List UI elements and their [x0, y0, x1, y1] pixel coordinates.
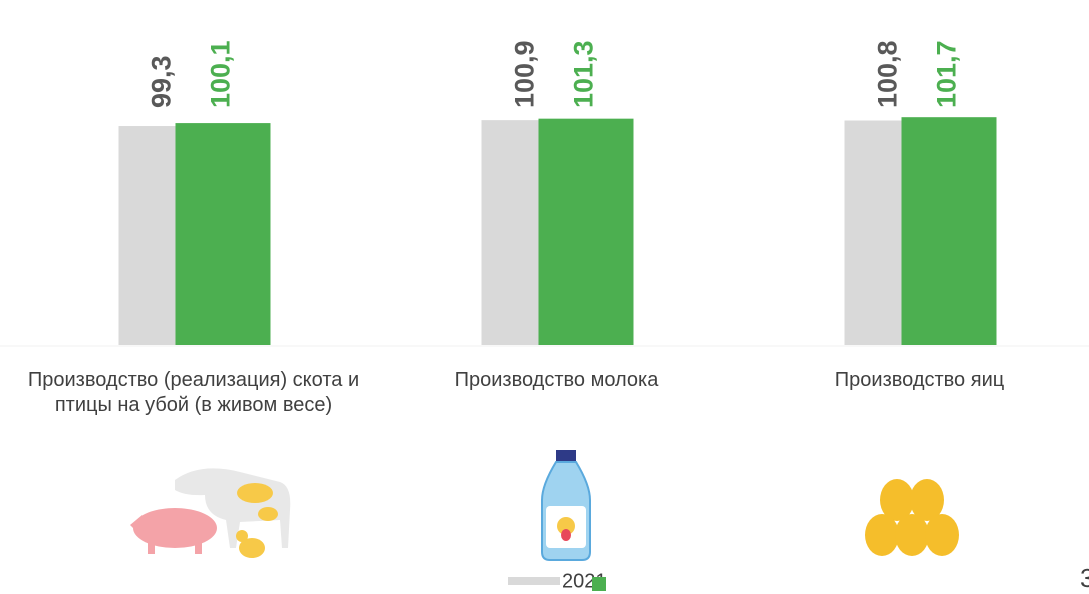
milk-icon	[542, 450, 590, 560]
value-label: 101,3	[569, 40, 599, 108]
legend-swatch	[508, 577, 560, 585]
page-number: 3	[1080, 563, 1089, 593]
value-label: 101,7	[932, 40, 962, 108]
eggs-icon	[865, 479, 959, 556]
category-label: Производство яиц	[745, 368, 1089, 393]
value-label: 100,1	[206, 40, 236, 108]
value-label: 99,3	[147, 55, 177, 108]
legend-swatch	[592, 577, 606, 591]
value-label: 100,9	[510, 40, 540, 108]
category-label: Производство (реализация) скота и птицы …	[24, 368, 364, 418]
category-label: Производство молока	[382, 368, 732, 393]
bar	[176, 123, 271, 345]
chart: 3 99,3100,1100,9101,3100,8101,72021	[0, 0, 1089, 594]
animals-icon	[130, 468, 290, 558]
value-label: 100,8	[873, 40, 903, 108]
bar	[539, 119, 634, 345]
slide: 3 99,3100,1100,9101,3100,8101,72021 Прои…	[0, 0, 1089, 594]
bar	[902, 117, 997, 345]
